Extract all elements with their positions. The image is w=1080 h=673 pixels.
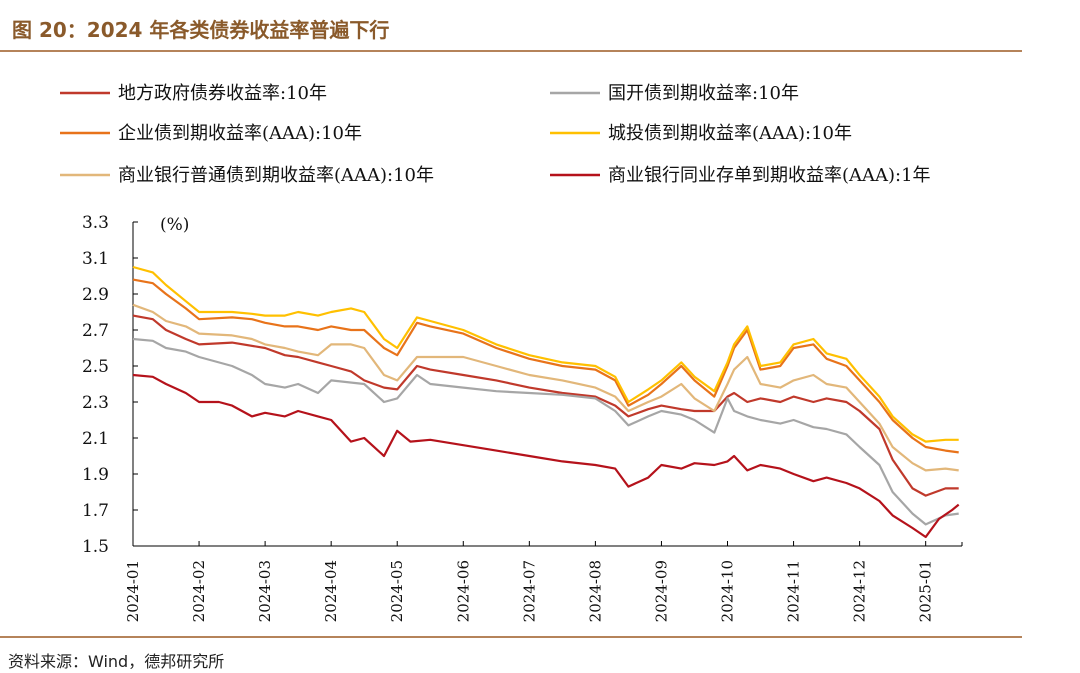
y-tick-label: 1.7 — [82, 501, 109, 521]
axes: 1.5 1.7 1.9 2.1 2.3 2.5 2.7 2.9 3.1 3.3 2024-01 202… — [82, 213, 963, 622]
x-tick-label: 2024-06 — [454, 560, 472, 622]
legend-label-6: 商业银行同业存单到期收益率(AAA):1年 — [608, 165, 931, 186]
x-tick-label: 2024-10 — [719, 560, 737, 622]
x-tick-label: 2024-11 — [785, 560, 803, 622]
legend: 地方政府债券收益率:10年 国开债到期收益率:10年企业债到期收益率(AAA):1… — [60, 83, 931, 186]
figure-title: 图 20：2024 年各类债券收益率普遍下行 — [12, 18, 390, 42]
y-tick-label: 3.3 — [82, 213, 109, 233]
y-axis-label: (%) — [160, 215, 189, 235]
y-tick-label: 2.7 — [82, 321, 109, 341]
x-tick-label: 2024-03 — [256, 560, 274, 622]
x-tick-label: 2024-12 — [851, 560, 869, 622]
legend-label-5: 商业银行普通债到期收益率(AAA):10年 — [118, 165, 434, 186]
x-tick-label: 2024-01 — [124, 560, 142, 622]
y-tick-label: 3.1 — [82, 249, 109, 269]
x-tick-label: 2024-08 — [586, 560, 604, 622]
series-line-2 — [132, 337, 959, 526]
top-rule — [0, 50, 1022, 52]
series-line-1 — [132, 314, 959, 497]
x-tick-label: 2024-05 — [388, 560, 406, 622]
legend-label-1: 地方政府债券收益率:10年 — [118, 83, 327, 104]
bottom-rule — [0, 636, 1022, 638]
y-tick-label: 1.5 — [82, 537, 109, 557]
y-tick-label: 2.1 — [82, 429, 109, 449]
x-tick-label: 2024-04 — [322, 560, 340, 622]
legend-label-4: 城投债到期收益率(AAA):10年 — [608, 123, 852, 144]
x-tick-label: 2024-07 — [520, 560, 538, 622]
x-tick-label: 2024-09 — [652, 560, 670, 622]
series-line-4 — [132, 265, 959, 443]
y-tick-label: 2.9 — [82, 285, 109, 305]
y-tick-label: 2.5 — [82, 357, 109, 377]
series-line-5 — [132, 303, 959, 472]
legend-label-3: 企业债到期收益率(AAA):10年 — [118, 123, 362, 144]
source-note: 资料来源：Wind，德邦研究所 — [8, 652, 225, 671]
x-tick-label: 2024-02 — [190, 560, 208, 622]
series-line-6 — [132, 373, 960, 539]
x-tick-label: 2025-01 — [917, 560, 935, 622]
series-layer — [132, 265, 960, 539]
y-tick-label: 2.3 — [82, 393, 109, 413]
legend-label-2: 国开债到期收益率:10年 — [608, 83, 799, 104]
y-tick-label: 1.9 — [82, 465, 109, 485]
series-line-3 — [132, 278, 959, 454]
